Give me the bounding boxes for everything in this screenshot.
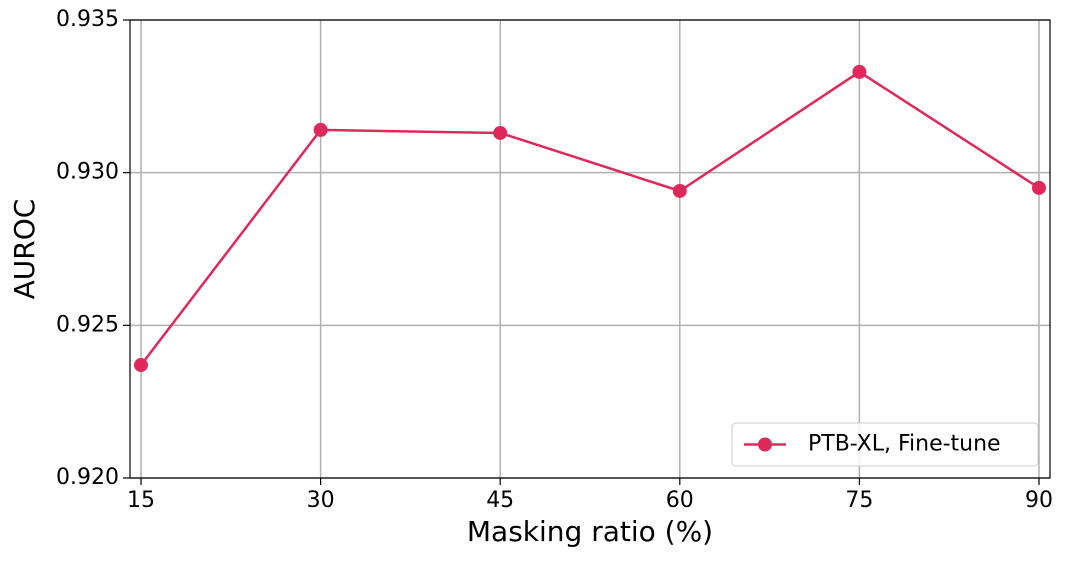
marker bbox=[493, 125, 508, 140]
line bbox=[140, 70, 1040, 366]
y-tick-label: 0.935 bbox=[56, 7, 119, 32]
x-tick-label: 15 bbox=[127, 488, 155, 513]
x-tick-label: 60 bbox=[666, 488, 694, 513]
marker bbox=[1031, 180, 1046, 195]
x-tick-label: 90 bbox=[1025, 488, 1053, 513]
legend-marker bbox=[758, 437, 772, 452]
marker bbox=[672, 183, 687, 198]
x-axis-label: Masking ratio (%) bbox=[467, 515, 713, 548]
x-tick-label: 75 bbox=[845, 488, 873, 513]
x-tick-label: 30 bbox=[307, 488, 335, 513]
plot-frame bbox=[129, 19, 1051, 479]
marker bbox=[134, 358, 149, 373]
legend-box bbox=[731, 422, 1039, 467]
x-tick-label: 45 bbox=[486, 488, 514, 513]
y-axis-label: AUROC bbox=[8, 199, 41, 300]
legend: PTB-XL, Fine-tune bbox=[731, 422, 1039, 467]
y-tick-label: 0.925 bbox=[56, 312, 119, 337]
legend-label: PTB-XL, Fine-tune bbox=[808, 432, 1001, 457]
marker bbox=[313, 122, 328, 137]
y-tick-label: 0.920 bbox=[56, 465, 119, 490]
marker bbox=[852, 64, 867, 79]
y-tick-label: 0.930 bbox=[56, 160, 119, 185]
